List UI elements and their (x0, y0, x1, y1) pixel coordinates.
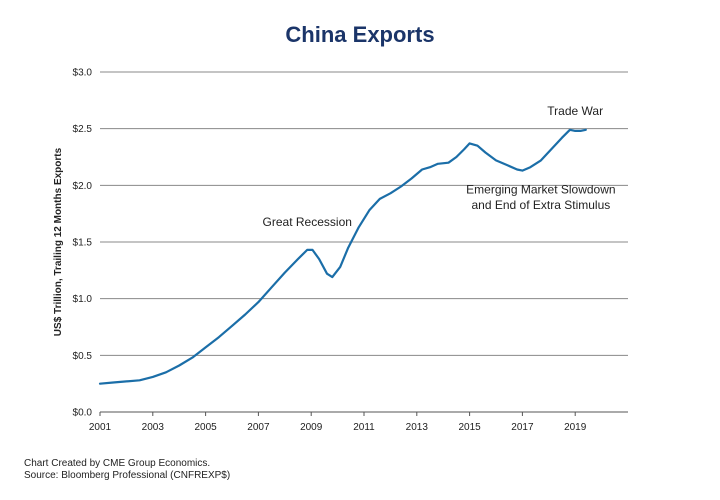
y-tick-label: $0.0 (73, 408, 93, 419)
x-tick-label: 2015 (458, 422, 481, 433)
chart-footer: Chart Created by CME Group Economics. So… (24, 458, 230, 482)
annotation: Emerging Market Slowdown (466, 182, 615, 196)
x-tick-label: 2005 (194, 422, 217, 433)
x-tick-label: 2011 (353, 422, 375, 433)
x-tick-label: 2017 (511, 422, 534, 433)
x-tick-label: 2007 (247, 422, 270, 433)
y-tick-label: $2.5 (73, 124, 93, 135)
y-tick-label: $2.0 (73, 181, 93, 192)
y-tick-label: $1.5 (73, 238, 93, 249)
footer-credit: Chart Created by CME Group Economics. (24, 458, 211, 469)
y-tick-label: $1.0 (73, 294, 93, 305)
x-tick-label: 2001 (89, 422, 112, 433)
annotation: Trade War (547, 104, 603, 118)
chart-title: China Exports (285, 22, 435, 47)
y-tick-label: $3.0 (73, 68, 93, 79)
footer-source: Source: Bloomberg Professional (CNFREXP$… (24, 470, 231, 481)
y-tick-label: $0.5 (73, 351, 93, 362)
series-line (98, 128, 587, 385)
x-tick-label: 2013 (406, 422, 429, 433)
x-tick-label: 2019 (564, 422, 587, 433)
y-axis-label: US$ Trillion, Trailing 12 Months Exports (53, 147, 64, 336)
annotation: and End of Extra Stimulus (472, 198, 611, 212)
x-tick-label: 2003 (142, 422, 165, 433)
x-tick-label: 2009 (300, 422, 323, 433)
annotation: Great Recession (263, 215, 352, 229)
